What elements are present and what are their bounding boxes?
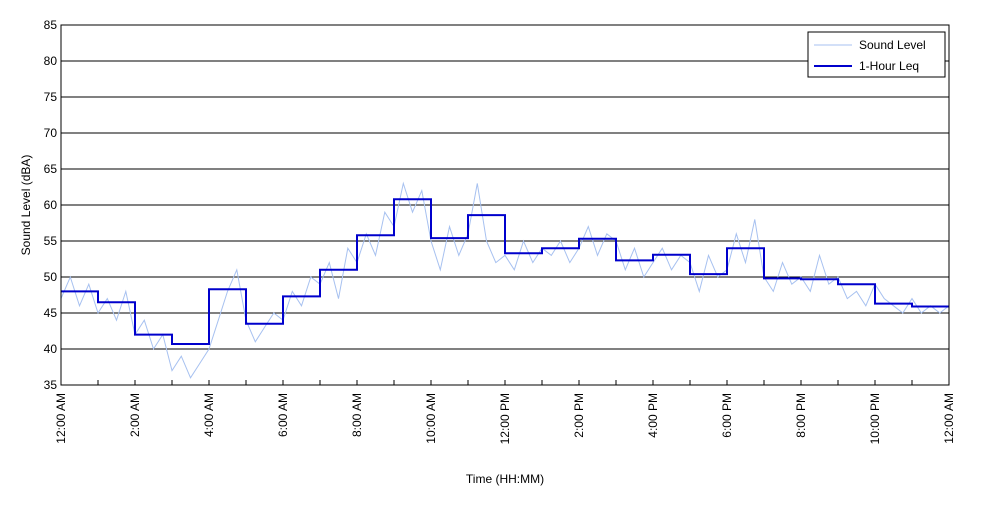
legend-label-sound-level: Sound Level — [859, 38, 926, 52]
y-tick-label: 75 — [44, 90, 58, 104]
x-tick-label: 12:00 AM — [54, 393, 68, 444]
x-tick-label: 10:00 AM — [424, 393, 438, 444]
y-tick-label: 70 — [44, 126, 58, 140]
y-axis: 35 40 45 50 55 60 65 70 75 80 85 — [44, 18, 58, 392]
y-axis-title: Sound Level (dBA) — [19, 155, 33, 256]
y-tick-label: 45 — [44, 306, 58, 320]
y-tick-label: 85 — [44, 18, 58, 32]
series-1-hour-leq-step-line — [61, 198, 949, 345]
x-tick-label: 12:00 AM — [942, 393, 956, 444]
x-tick-label: 6:00 AM — [276, 393, 290, 437]
x-tick-label: 2:00 PM — [572, 393, 586, 438]
y-tick-label: 80 — [44, 54, 58, 68]
legend-label-1-hour-leq: 1-Hour Leq — [859, 59, 919, 73]
series-layer — [60, 181, 950, 379]
x-tick-label: 8:00 AM — [350, 393, 364, 437]
y-tick-label: 50 — [44, 270, 58, 284]
y-tick-label: 60 — [44, 198, 58, 212]
y-tick-label: 55 — [44, 234, 58, 248]
x-axis: 12:00 AM 2:00 AM 4:00 AM 6:00 AM 8:00 AM 10:0… — [54, 380, 956, 444]
legend-box — [807, 31, 946, 78]
x-tick-label: 4:00 AM — [202, 393, 216, 437]
y-tick-label: 35 — [44, 378, 58, 392]
x-tick-label: 10:00 PM — [868, 393, 882, 444]
x-tick-label: 8:00 PM — [794, 393, 808, 438]
x-axis-title: Time (HH:MM) — [466, 472, 544, 486]
x-tick-label: 2:00 AM — [128, 393, 142, 437]
x-tick-label: 6:00 PM — [720, 393, 734, 438]
y-tick-label: 40 — [44, 342, 58, 356]
y-tick-label: 65 — [44, 162, 58, 176]
series-sound-level-line — [60, 181, 950, 379]
grid — [61, 60, 949, 350]
x-tick-label: 4:00 PM — [646, 393, 660, 438]
x-tick-label: 12:00 PM — [498, 393, 512, 444]
legend: Sound Level 1-Hour Leq — [807, 31, 946, 78]
